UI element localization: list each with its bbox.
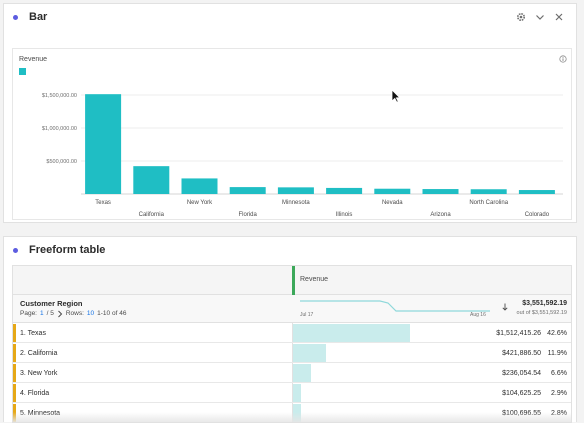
- page-label: Page:: [20, 310, 37, 317]
- mouse-cursor-icon: [391, 89, 400, 103]
- row-bar-fill: [293, 344, 326, 362]
- x-tick-label: North Carolina: [469, 200, 508, 206]
- info-icon[interactable]: [559, 55, 567, 63]
- bar[interactable]: [133, 166, 170, 194]
- row-accent: [13, 384, 16, 402]
- bar[interactable]: [181, 178, 218, 194]
- row-value: $236,054.54: [502, 370, 541, 377]
- bar-chart: $1,500,000.00 $1,000,000.00 $500,000.00 Tex…: [42, 93, 563, 218]
- sparkline: [300, 300, 490, 312]
- bar-panel-header: Bar: [4, 4, 576, 32]
- table-row[interactable]: 1. Texas $1,512,415.26 42.6%: [13, 324, 571, 343]
- x-tick-label: Nevada: [382, 200, 403, 206]
- dimension-header-row: Customer Region Page: 1 / 5 Rows: 10 1-1…: [13, 295, 571, 323]
- row-value: $1,512,415.26: [496, 330, 541, 337]
- bar[interactable]: [422, 189, 459, 194]
- rows-label: Rows:: [65, 310, 84, 317]
- bar[interactable]: [85, 94, 122, 194]
- close-icon[interactable]: [554, 11, 564, 23]
- row-percent: 11.9%: [547, 350, 567, 357]
- legend-label: Revenue: [19, 56, 48, 63]
- freeform-table-panel: Freeform table Revenue Customer Region P…: [3, 236, 577, 423]
- row-value: $421,886.50: [502, 350, 541, 357]
- bar[interactable]: [470, 189, 507, 194]
- sparkline-start-date: Jul 17: [300, 312, 314, 318]
- row-percent: 6.6%: [551, 370, 567, 377]
- row-label[interactable]: 3. New York: [20, 370, 58, 377]
- table-row[interactable]: 4. Florida $104,625.25 2.9%: [13, 384, 571, 403]
- row-label[interactable]: 4. Florida: [20, 390, 50, 397]
- x-tick-label: Florida: [239, 212, 258, 218]
- table-panel-header: Freeform table: [4, 237, 576, 265]
- column-divider: [292, 295, 293, 422]
- metric-color-bar: [292, 266, 295, 295]
- x-tick-label: Arizona: [430, 212, 451, 218]
- row-bar-fill: [293, 364, 312, 382]
- row-label[interactable]: 1. Texas: [20, 330, 46, 337]
- page-total: / 5: [46, 310, 54, 317]
- panel-dot-icon: [13, 248, 18, 253]
- bar-panel: Bar Revenue $1,500,000.00 $1,000,000.00 $5…: [3, 3, 577, 223]
- row-accent: [13, 324, 16, 342]
- total-subtext: out of $3,551,592.19: [516, 310, 567, 316]
- row-percent: 2.9%: [551, 390, 567, 397]
- freeform-table: Revenue Customer Region Page: 1 / 5 Rows…: [12, 265, 572, 423]
- row-label[interactable]: 2. California: [20, 350, 58, 357]
- x-tick-label: Illinois: [336, 212, 353, 218]
- row-bar-fill: [293, 324, 410, 342]
- row-accent: [13, 364, 16, 382]
- pager: Page: 1 / 5 Rows: 10 1-10 of 46: [20, 310, 126, 318]
- row-percent: 42.6%: [547, 330, 567, 337]
- table-row[interactable]: 2. California $421,886.50 11.9%: [13, 344, 571, 363]
- x-tick-label: Minnesota: [282, 200, 310, 206]
- x-tick-label: Texas: [95, 200, 111, 206]
- panel-dot-icon: [13, 15, 18, 20]
- y-tick-label: $500,000.00: [46, 159, 77, 165]
- sort-descending-icon[interactable]: [502, 303, 508, 311]
- bar[interactable]: [277, 187, 314, 194]
- panel-title: Bar: [29, 11, 48, 23]
- bar[interactable]: [326, 187, 363, 194]
- bar[interactable]: [518, 190, 555, 194]
- row-accent: [13, 344, 16, 362]
- row-range: 1-10 of 46: [97, 310, 127, 317]
- gear-icon[interactable]: [516, 11, 526, 23]
- dimension-title[interactable]: Customer Region: [20, 299, 83, 308]
- row-bar-fill: [293, 384, 301, 402]
- bar[interactable]: [374, 188, 411, 194]
- y-tick-label: $1,500,000.00: [42, 93, 77, 99]
- chevron-right-icon[interactable]: [57, 310, 63, 318]
- x-tick-label: Colorado: [525, 212, 550, 218]
- total-value: $3,551,592.19: [522, 300, 567, 307]
- y-tick-label: $1,000,000.00: [42, 126, 77, 132]
- bar-chart-container: Revenue $1,500,000.00 $1,000,000.00 $500,0…: [12, 48, 572, 220]
- legend-swatch[interactable]: [19, 68, 26, 75]
- metric-name: Revenue: [300, 276, 329, 283]
- page-current[interactable]: 1: [40, 310, 44, 317]
- table-row[interactable]: 3. New York $236,054.54 6.6%: [13, 364, 571, 383]
- bar[interactable]: [229, 187, 266, 194]
- panel-title: Freeform table: [29, 244, 106, 256]
- row-value: $104,625.25: [502, 390, 541, 397]
- bottom-fade: [13, 412, 571, 422]
- rows-select[interactable]: 10: [86, 310, 95, 317]
- chevron-down-icon[interactable]: [535, 11, 545, 23]
- x-tick-label: New York: [187, 200, 213, 206]
- metric-header[interactable]: Revenue: [13, 266, 571, 295]
- sparkline-end-date: Aug 16: [470, 312, 486, 318]
- x-tick-label: California: [139, 212, 165, 218]
